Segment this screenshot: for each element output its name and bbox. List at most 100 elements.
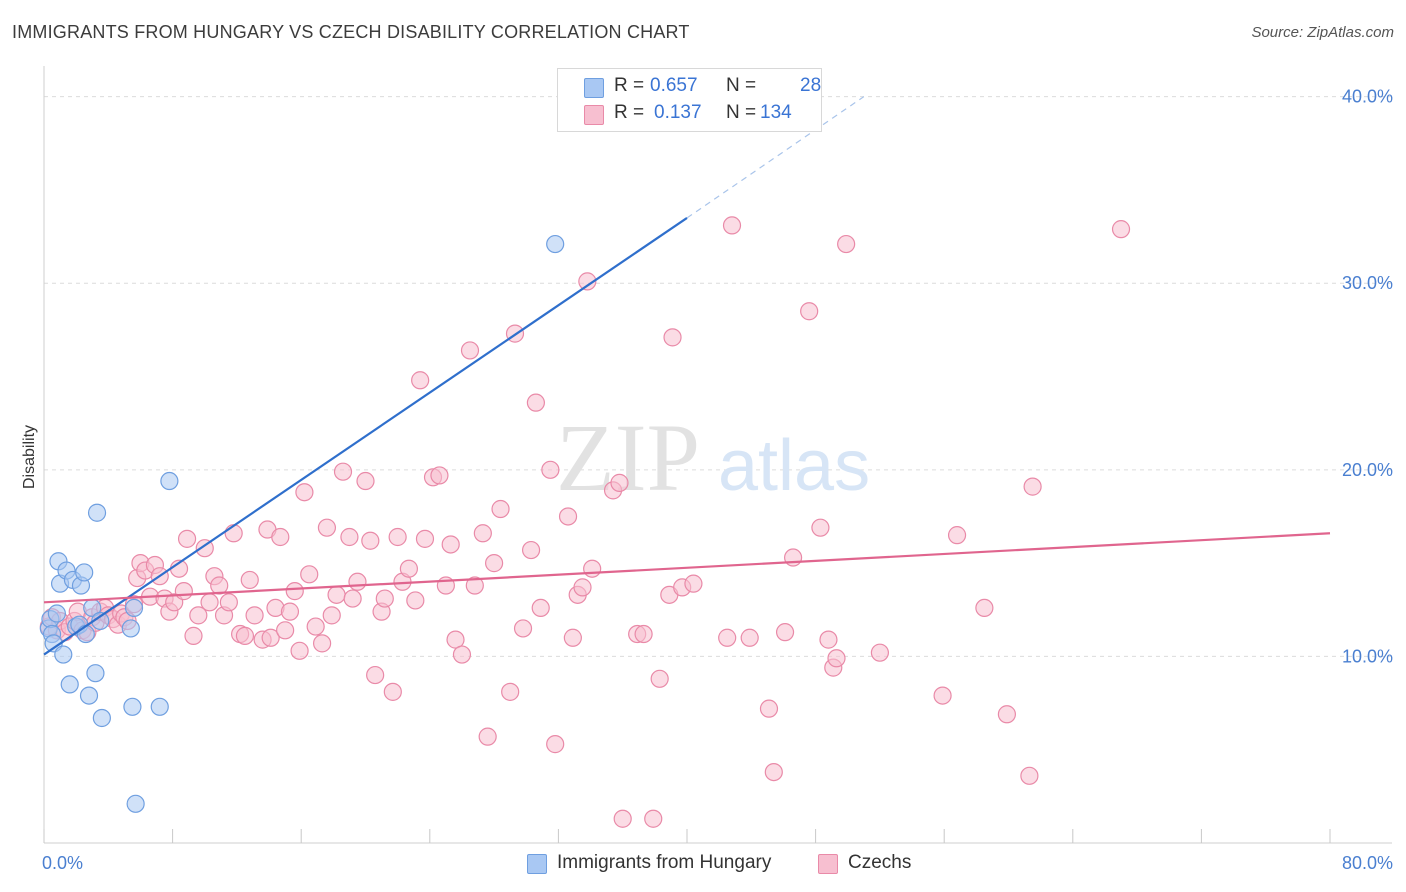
data-point bbox=[563, 628, 582, 647]
data-point bbox=[219, 593, 238, 612]
data-point bbox=[60, 675, 79, 694]
data-point bbox=[997, 705, 1016, 724]
data-point bbox=[177, 529, 197, 548]
bottom-legend-label-czechs: Czechs bbox=[848, 852, 912, 873]
legend-r-value: 0.657 bbox=[650, 75, 698, 96]
data-point bbox=[184, 626, 203, 645]
y-tick-label: 20.0% bbox=[1342, 460, 1393, 480]
x-tick-label: 0.0% bbox=[42, 853, 83, 873]
data-point bbox=[819, 630, 838, 649]
data-point bbox=[764, 762, 783, 782]
watermark-atlas: atlas bbox=[718, 426, 870, 506]
data-point bbox=[411, 371, 430, 390]
data-point bbox=[343, 589, 362, 608]
data-point bbox=[485, 554, 504, 573]
data-point bbox=[174, 582, 193, 601]
data-point bbox=[47, 604, 66, 623]
data-point bbox=[800, 302, 819, 321]
data-point bbox=[361, 531, 380, 550]
data-point bbox=[399, 559, 419, 578]
data-point bbox=[290, 641, 309, 660]
data-point bbox=[200, 593, 219, 612]
correlation-legend: R = 0.657 N = 28 R = 0.137 N = 134 bbox=[557, 68, 822, 132]
data-point bbox=[306, 617, 325, 636]
data-point bbox=[775, 623, 795, 642]
data-point bbox=[240, 570, 259, 590]
data-point bbox=[285, 582, 304, 601]
data-point bbox=[375, 589, 394, 608]
data-point bbox=[1020, 766, 1039, 785]
y-tick-label: 40.0% bbox=[1342, 87, 1393, 107]
data-point bbox=[650, 669, 669, 688]
legend-r-label: R = bbox=[614, 102, 645, 123]
data-point bbox=[356, 471, 375, 491]
data-point bbox=[322, 606, 341, 625]
data-point bbox=[465, 576, 484, 595]
data-point bbox=[491, 499, 510, 519]
legend-r-label: R = bbox=[614, 75, 645, 96]
data-point bbox=[541, 460, 560, 479]
data-point bbox=[300, 565, 319, 584]
data-point bbox=[663, 328, 682, 347]
data-point bbox=[333, 462, 353, 481]
data-point bbox=[452, 645, 472, 664]
data-point bbox=[195, 539, 214, 558]
data-point bbox=[827, 649, 846, 668]
data-point bbox=[870, 643, 890, 662]
data-point bbox=[722, 216, 742, 235]
data-point bbox=[92, 708, 111, 728]
data-point bbox=[189, 606, 208, 625]
y-tick-label: 30.0% bbox=[1342, 273, 1393, 293]
data-point bbox=[526, 393, 545, 412]
data-point bbox=[513, 619, 533, 638]
data-point bbox=[271, 527, 290, 547]
y-tick-label: 10.0% bbox=[1342, 646, 1393, 666]
points bbox=[39, 216, 1131, 828]
data-point bbox=[366, 665, 385, 685]
data-point bbox=[383, 682, 402, 701]
legend-swatch-czechs bbox=[584, 105, 604, 125]
data-point bbox=[478, 727, 497, 746]
y-axis-title: Disability bbox=[21, 425, 38, 489]
trend-line bbox=[43, 217, 688, 656]
data-point bbox=[224, 524, 243, 543]
data-point bbox=[406, 591, 425, 610]
data-point bbox=[740, 628, 759, 647]
grid bbox=[44, 96, 1392, 657]
legend-n-label: N = bbox=[726, 102, 757, 123]
data-point bbox=[684, 574, 703, 593]
data-point bbox=[79, 686, 99, 705]
trend-line-extension bbox=[686, 96, 865, 219]
legend-r-value: 0.137 bbox=[654, 102, 702, 123]
chart-title: IMMIGRANTS FROM HUNGARY VS CZECH DISABIL… bbox=[12, 22, 690, 42]
data-point bbox=[430, 466, 449, 485]
data-point bbox=[261, 628, 280, 647]
data-point bbox=[245, 606, 264, 625]
data-point bbox=[415, 529, 435, 548]
axes bbox=[43, 66, 1392, 844]
data-point bbox=[1111, 220, 1131, 239]
data-point bbox=[546, 234, 565, 254]
data-point bbox=[312, 634, 332, 653]
legend-n-label: N = bbox=[726, 75, 757, 96]
data-point bbox=[460, 341, 480, 360]
data-point bbox=[811, 518, 830, 537]
legend-n-value: 28 bbox=[800, 75, 822, 96]
data-point bbox=[295, 483, 314, 502]
data-point bbox=[578, 272, 597, 291]
source-label: Source: ZipAtlas.com bbox=[1251, 24, 1394, 41]
data-point bbox=[327, 585, 346, 604]
data-point bbox=[634, 624, 653, 644]
data-point bbox=[280, 602, 300, 621]
data-point bbox=[546, 735, 565, 754]
data-point bbox=[160, 471, 179, 491]
data-point bbox=[126, 794, 145, 813]
data-point bbox=[583, 559, 602, 578]
data-point bbox=[210, 576, 229, 595]
data-point bbox=[521, 540, 541, 560]
data-point bbox=[975, 598, 994, 618]
watermark: ZIP atlas bbox=[556, 404, 870, 511]
data-point bbox=[718, 628, 737, 647]
data-point bbox=[76, 624, 95, 644]
